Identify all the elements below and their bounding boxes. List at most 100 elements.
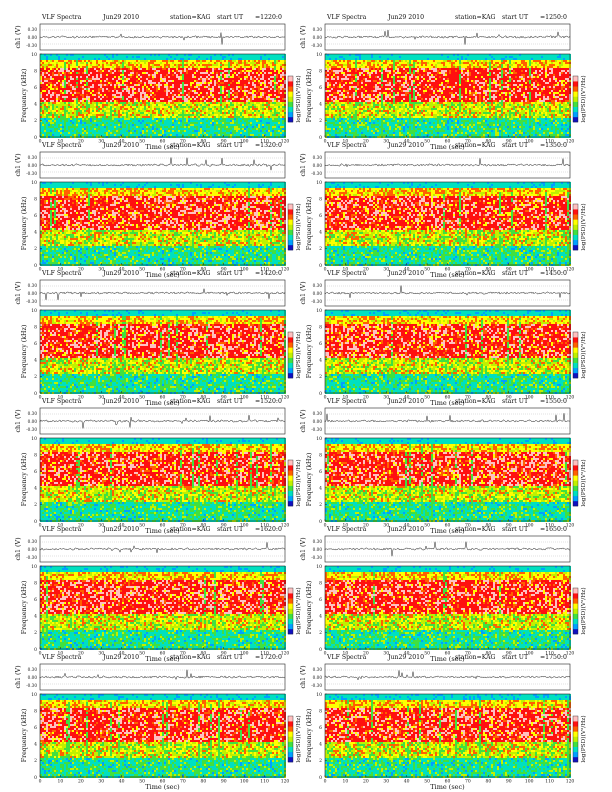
spectrogram-cell xyxy=(44,122,46,124)
spectrogram-cell xyxy=(44,126,46,128)
spectrogram-cell xyxy=(118,62,120,64)
spectrogram-cell xyxy=(92,106,94,108)
spectrogram-cell xyxy=(82,112,84,114)
spectrogram-cell xyxy=(136,118,138,120)
spectrogram-cell xyxy=(76,80,78,82)
spectrogram-cell xyxy=(204,70,206,72)
spectrogram-cell xyxy=(140,68,142,70)
spectrogram-cell xyxy=(276,64,278,66)
spectrogram-cell xyxy=(196,106,198,108)
spectrogram-cell xyxy=(52,70,54,72)
spectrogram-cell xyxy=(54,58,56,60)
spectrogram-cell xyxy=(70,120,72,122)
spectrogram-cell xyxy=(82,106,84,108)
spectrogram-cell xyxy=(254,102,256,104)
spectrogram-cell xyxy=(130,122,132,124)
spectrogram-cell xyxy=(182,112,184,114)
panel-svg: VLF Spectra Jun29 2010 station=KAG start UT… xyxy=(0,10,306,138)
spectrogram-cell xyxy=(132,72,134,74)
spectrogram-cell xyxy=(218,62,220,64)
spectrogram-cell xyxy=(252,96,254,98)
spectrogram-cell xyxy=(152,104,154,106)
spectrogram-cell xyxy=(46,96,48,98)
spectrogram-cell xyxy=(146,94,148,96)
spectrogram-cell xyxy=(182,56,184,58)
spectrogram-cell xyxy=(124,70,126,72)
spectrogram-cell xyxy=(92,90,94,92)
spectrogram-cell xyxy=(166,120,168,122)
spectrogram-cell xyxy=(182,106,184,108)
spectrogram-cell xyxy=(272,78,274,80)
spectrogram-cell xyxy=(176,116,178,118)
spectrogram-cell xyxy=(154,118,156,120)
spectrogram-cell xyxy=(216,94,218,96)
spectrogram-cell xyxy=(60,124,62,126)
spectrogram-cell xyxy=(148,122,150,124)
spectrogram-cell xyxy=(142,118,144,120)
spectrogram-cell xyxy=(238,84,240,86)
spectrogram-cell xyxy=(190,120,192,122)
spectrogram-cell xyxy=(232,56,234,58)
spectrogram-cell xyxy=(140,92,142,94)
spectrogram-cell xyxy=(192,66,194,68)
ch-tick-label: 0.30 xyxy=(28,27,38,32)
spectrogram-cell xyxy=(72,72,74,74)
spectrogram-cell xyxy=(166,90,168,92)
spectrogram-cell xyxy=(216,72,218,74)
spectrogram-cell xyxy=(274,82,276,84)
spectrogram-cell xyxy=(274,78,276,80)
spectrogram-cell xyxy=(266,104,268,106)
spectrogram-cell xyxy=(196,134,198,136)
spectrogram-cell xyxy=(132,82,134,84)
spectrogram-cell xyxy=(212,102,214,104)
spectrogram-cell xyxy=(148,102,150,104)
spectrogram-cell xyxy=(260,124,262,126)
spectrogram-cell xyxy=(162,132,164,134)
spectrogram-cell xyxy=(122,76,124,78)
spectrogram-cell xyxy=(108,130,110,132)
spectrogram-cell xyxy=(120,94,122,96)
spectrogram-cell xyxy=(262,106,264,108)
spectrogram-cell xyxy=(192,72,194,74)
spectrogram-cell xyxy=(84,56,86,58)
spectrogram-cell xyxy=(56,64,58,66)
spectrogram-cell xyxy=(42,104,44,106)
spectrogram-cell xyxy=(236,88,238,90)
spectrogram-cell xyxy=(214,72,216,74)
spectrogram-cell xyxy=(138,96,140,98)
spectrogram-cell xyxy=(196,104,198,106)
spectrogram-cell xyxy=(204,104,206,106)
spectrogram-cell xyxy=(256,80,258,82)
spectrogram-cell xyxy=(126,120,128,122)
spectrogram-cell xyxy=(202,96,204,98)
spectrogram-cell xyxy=(210,102,212,104)
spectrogram-cell xyxy=(170,118,172,120)
spectrogram-cell xyxy=(148,88,150,90)
spectrogram-cell xyxy=(216,64,218,66)
spectrogram-cell xyxy=(238,64,240,66)
spectrogram-cell xyxy=(194,70,196,72)
spectrogram-cell xyxy=(136,76,138,78)
spectrogram-cell xyxy=(118,128,120,130)
spectrogram-cell xyxy=(164,64,166,66)
spectrogram-cell xyxy=(90,110,92,112)
spectrogram-cell xyxy=(124,80,126,82)
spectrogram-cell xyxy=(174,94,176,96)
spectrogram-cell xyxy=(116,96,118,98)
spectrogram-cell xyxy=(144,88,146,90)
spectrogram-cell xyxy=(104,62,106,64)
spectrogram-cell xyxy=(240,120,242,122)
spectrogram-cell xyxy=(66,58,68,60)
spectrogram-cell xyxy=(114,56,116,58)
spectrogram-cell xyxy=(138,70,140,72)
spectrogram-cell xyxy=(42,58,44,60)
spectrogram-cell xyxy=(232,64,234,66)
spectrogram-cell xyxy=(256,58,258,60)
spectrogram-cell xyxy=(132,134,134,136)
spectrogram-cell xyxy=(42,60,44,62)
spectrogram-cell xyxy=(122,92,124,94)
spectrogram-cell xyxy=(84,120,86,122)
spectrogram-cell xyxy=(112,112,114,114)
spectrogram-cell xyxy=(150,110,152,112)
spectrogram-cell xyxy=(262,70,264,72)
